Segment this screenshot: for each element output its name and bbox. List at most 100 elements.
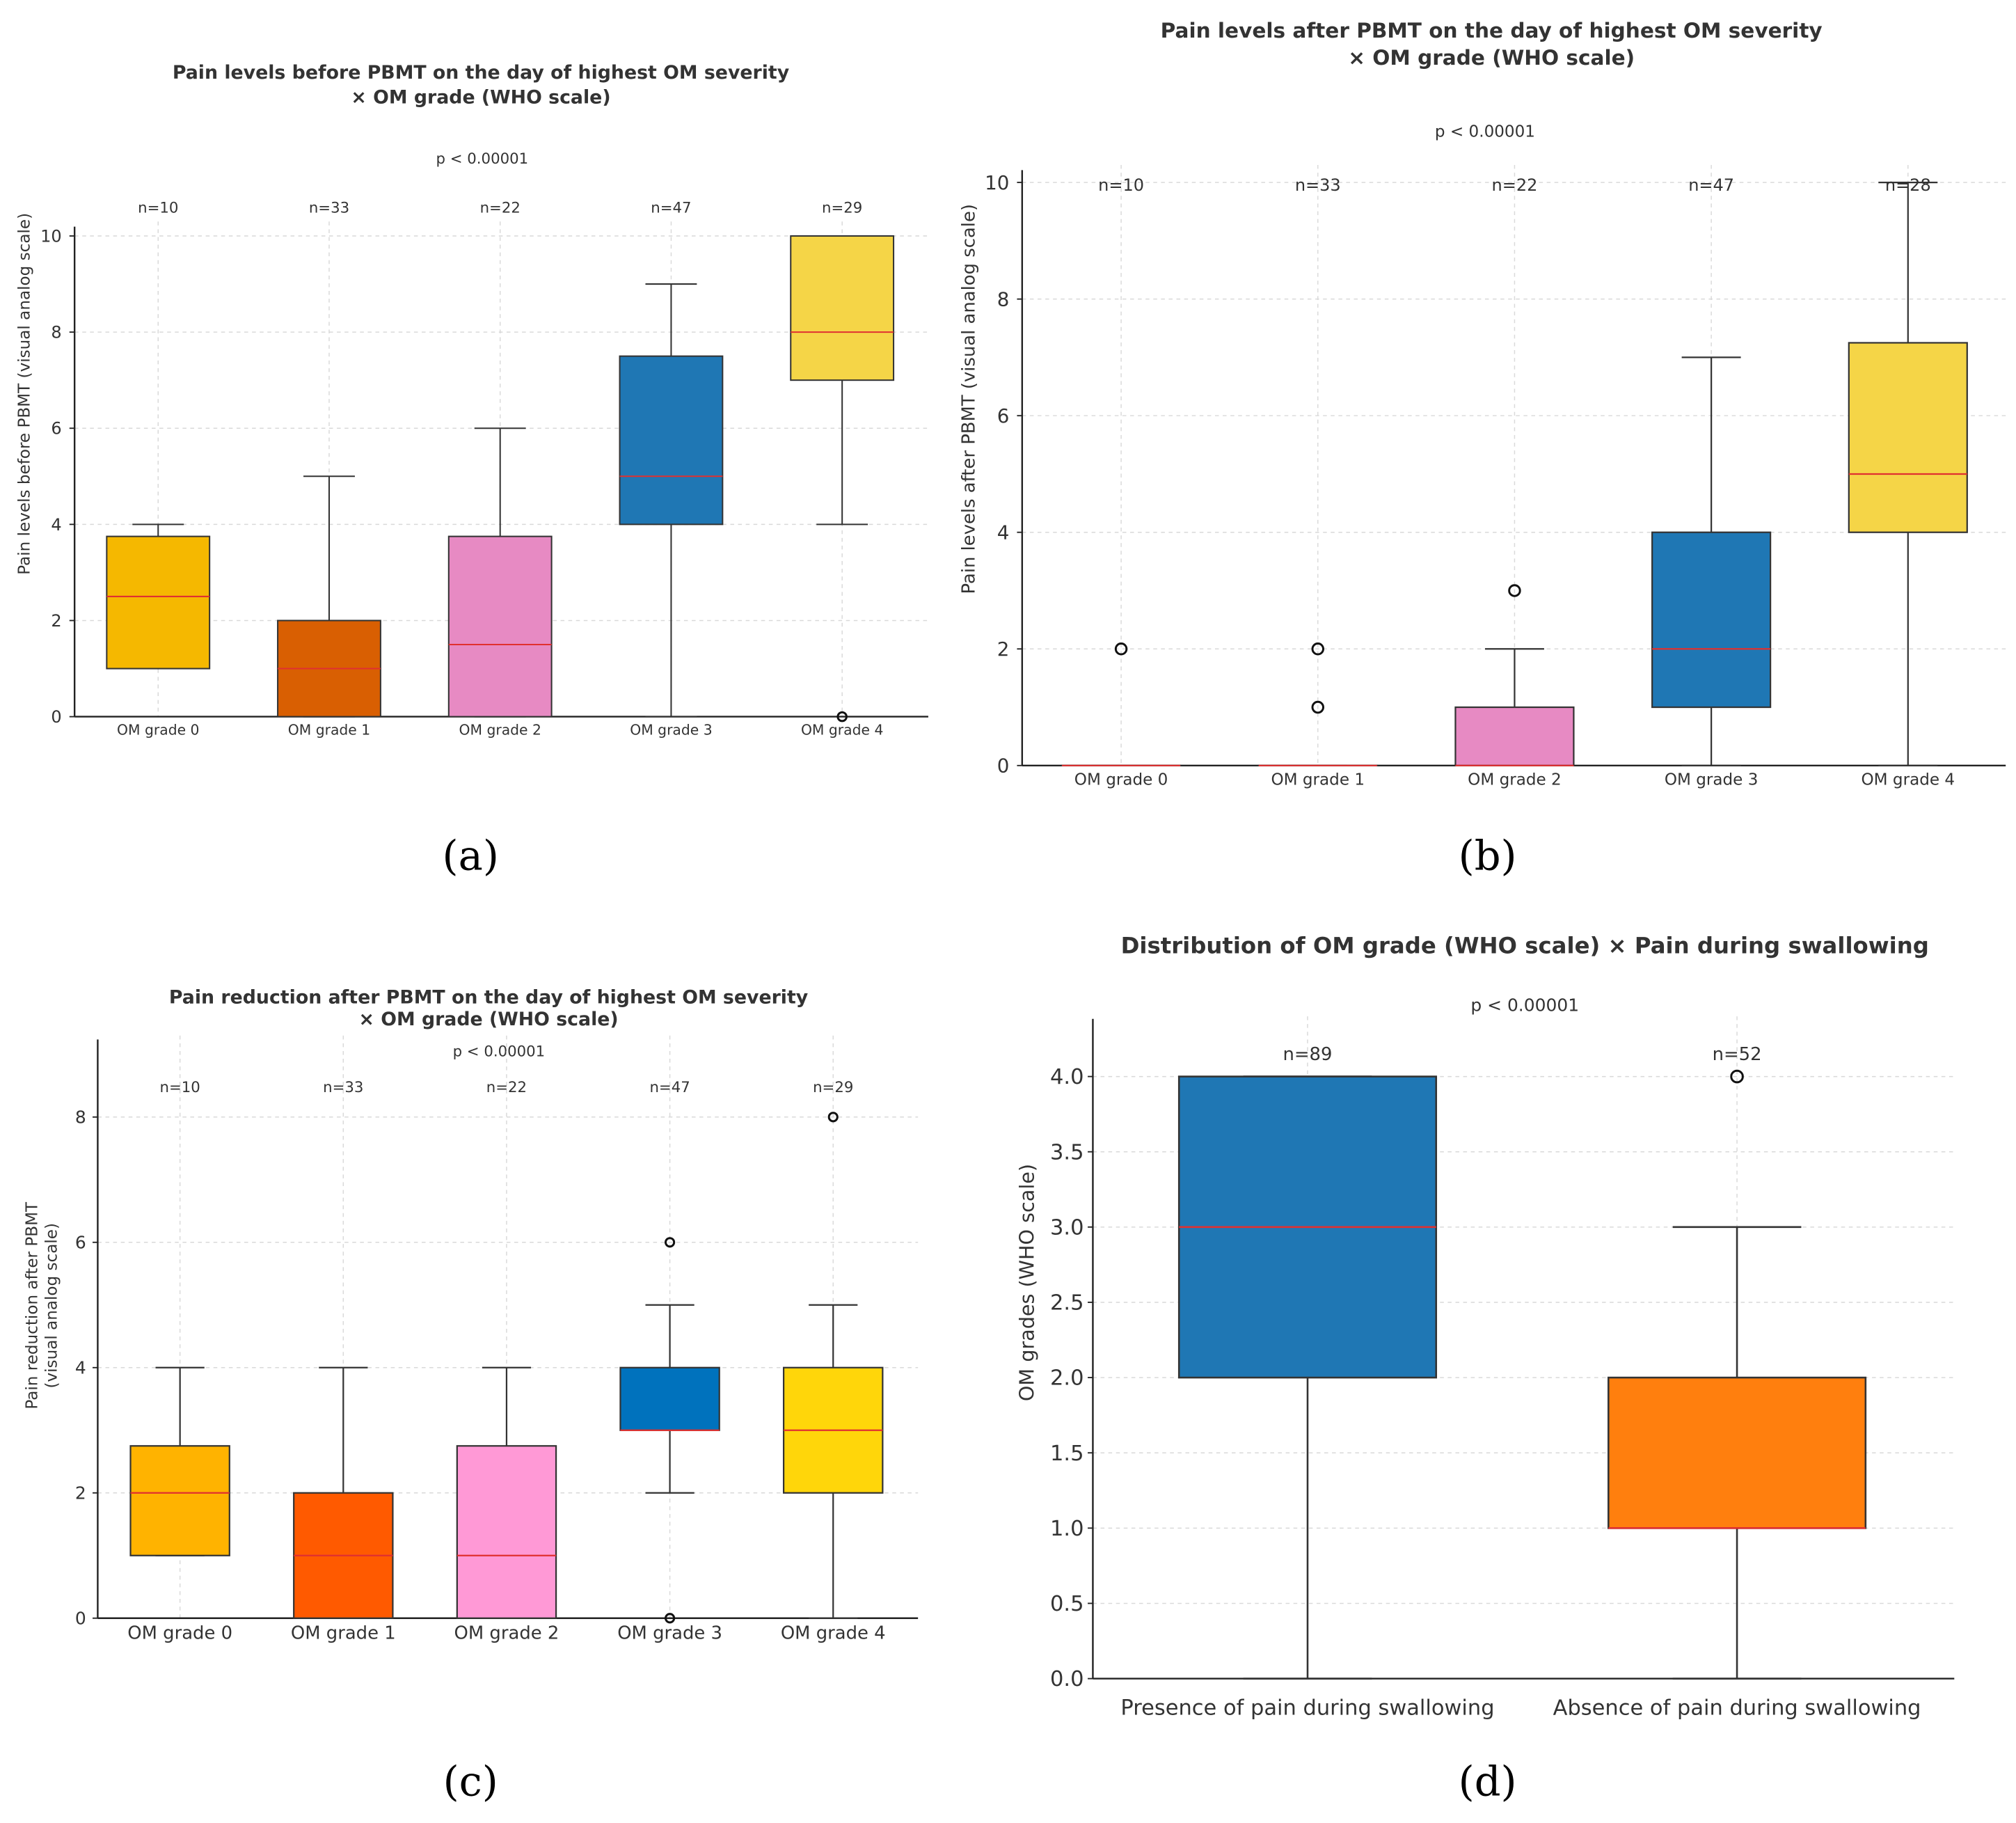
panel-c-n-label-1: n=33 [323, 1079, 363, 1096]
panel-b-ytick-label-0: 0 [997, 754, 1010, 777]
panel-b-box-group-0 [1061, 642, 1182, 766]
panel-b-box-group-3 [1651, 356, 1772, 766]
panel-d-ytick-label-6: 3.0 [1050, 1215, 1084, 1240]
panel-d-ytick-label-0: 0.0 [1050, 1667, 1084, 1691]
panel-c-n-label-0: n=10 [160, 1079, 200, 1096]
panel-b-category-label-1: OM grade 1 [1271, 771, 1365, 789]
panel-c-box-group-1 [293, 1366, 394, 1619]
panel-a-ylabel: Pain levels before PBMT (visual analog s… [15, 213, 33, 575]
panel-b-box-4 [1848, 342, 1968, 533]
panel-c-ylabel-line1: Pain reduction after PBMT [24, 1201, 42, 1410]
panel-d: Distribution of OM grade (WHO scale) × P… [1015, 933, 1955, 1806]
panel-c-box-3 [619, 1366, 720, 1431]
panel-a-n-label-1: n=33 [309, 199, 349, 216]
panel-c-title-line1: Pain reduction after PBMT on the day of … [169, 987, 808, 1009]
panel-c-outlier-3-0 [665, 1613, 676, 1624]
panel-a-box-group-0 [106, 523, 211, 670]
panel-a-title-line1: Pain levels before PBMT on the day of hi… [173, 62, 789, 84]
panel-b-outlier-2-0 [1508, 584, 1521, 597]
panel-c-label: (c) [443, 1758, 498, 1806]
panel-b-title-line1: Pain levels after PBMT on the day of hig… [1161, 19, 1823, 42]
panel-a-outlier-4-0 [836, 711, 848, 723]
panel-d-label: (d) [1459, 1758, 1517, 1806]
panel-d-category-label-1: Absence of pain during swallowing [1553, 1696, 1921, 1720]
panel-c-box-group-4 [782, 1112, 884, 1619]
panel-b-ytick-label-4: 8 [997, 287, 1010, 310]
panel-b-label: (b) [1459, 831, 1517, 879]
panel-a-ytick-label-5: 10 [40, 226, 62, 246]
panel-a-box-group-4 [790, 235, 895, 723]
panel-a: Pain levels before PBMT on the day of hi… [15, 62, 928, 879]
panel-a-ytick-label-3: 6 [51, 419, 61, 439]
panel-d-box-1 [1608, 1376, 1867, 1529]
panel-a-n-label-4: n=29 [822, 199, 862, 216]
panel-b-outlier-0-0 [1114, 642, 1128, 656]
panel-c-box-group-3 [619, 1237, 720, 1624]
panel-a-plot: 0 2 4 6 8 10 OM grade 0 n=10 OM grade 1 n=33 OM gr… [40, 199, 928, 738]
panel-a-ytick-label-1: 2 [51, 611, 61, 631]
panel-b-n-label-4: n=28 [1885, 175, 1931, 195]
panel-a-label: (a) [443, 831, 499, 879]
panel-b-ytick-label-2: 4 [997, 521, 1010, 544]
panel-a-pvalue: p < 0.00001 [436, 150, 529, 168]
panel-c-n-label-4: n=29 [813, 1079, 853, 1096]
panel-d-box-group-1 [1608, 1069, 1867, 1680]
panel-c-ytick-label-2: 4 [75, 1357, 86, 1378]
panel-d-ytick-label-3: 1.5 [1050, 1442, 1084, 1466]
panel-c-ytick-label-1: 2 [75, 1483, 86, 1503]
panel-b-box-3 [1651, 531, 1772, 709]
panel-c-n-label-2: n=22 [486, 1079, 527, 1096]
panel-c-outlier-4-0 [827, 1112, 839, 1123]
panel-c-box-group-2 [456, 1366, 557, 1619]
panel-b-box-group-2 [1454, 584, 1575, 766]
panel-d-plot: 0.0 0.5 1.0 1.5 2.0 2.5 3.0 3.5 4.0 Presence of p… [1050, 1016, 1955, 1720]
panel-c-box-0 [129, 1445, 230, 1556]
panel-c-category-label-4: OM grade 4 [781, 1623, 886, 1643]
panel-b-title-line2: × OM grade (WHO scale) [1348, 46, 1635, 70]
panel-c-ytick-label-0: 0 [75, 1608, 86, 1628]
panel-b: Pain levels after PBMT on the day of hig… [958, 19, 2006, 879]
panel-a-category-label-3: OM grade 3 [630, 721, 712, 738]
panel-c-n-label-3: n=47 [649, 1079, 690, 1096]
panel-a-n-label-3: n=47 [651, 199, 691, 216]
panel-b-outlier-1-1 [1311, 642, 1325, 656]
panel-c-category-label-1: OM grade 1 [291, 1623, 396, 1643]
panel-a-box-2 [447, 535, 553, 718]
panel-b-pvalue: p < 0.00001 [1435, 123, 1535, 141]
panel-b-plot: 0 2 4 6 8 10 OM grade 0 n=10 OM grade 1 n=33 OM gr… [985, 164, 2006, 789]
panel-b-ytick-label-1: 2 [997, 638, 1010, 661]
panel-c-title-line2: × OM grade (WHO scale) [359, 1009, 619, 1030]
panel-c-category-label-3: OM grade 3 [617, 1623, 722, 1643]
panel-b-box-group-1 [1257, 642, 1378, 766]
panel-d-outlier-1-0 [1730, 1069, 1744, 1084]
panel-a-category-label-2: OM grade 2 [459, 721, 541, 738]
panel-a-ytick-label-0: 0 [51, 707, 61, 727]
panel-a-box-0 [106, 535, 211, 670]
panel-c-category-label-2: OM grade 2 [454, 1623, 559, 1643]
panel-b-ytick-label-5: 10 [985, 171, 1009, 194]
panel-a-box-4 [790, 235, 895, 381]
panel-d-ytick-label-7: 3.5 [1050, 1140, 1084, 1165]
panel-b-category-label-0: OM grade 0 [1074, 771, 1168, 789]
panel-a-box-group-2 [447, 427, 553, 718]
panel-a-box-3 [619, 355, 724, 526]
panel-c-ylabel-line2: (visual analog scale) [42, 1223, 61, 1389]
panel-b-box-group-4 [1848, 182, 1968, 766]
panel-b-ylabel: Pain levels after PBMT (visual analog sc… [958, 204, 979, 594]
panel-b-outlier-1-0 [1311, 700, 1325, 714]
panel-a-n-label-2: n=22 [480, 199, 521, 216]
panel-b-n-label-2: n=22 [1492, 175, 1538, 195]
panel-a-n-label-0: n=10 [138, 199, 178, 216]
panel-b-n-label-1: n=33 [1295, 175, 1341, 195]
panel-c-pvalue: p < 0.00001 [453, 1043, 546, 1060]
panel-d-category-label-0: Presence of pain during swallowing [1120, 1696, 1494, 1720]
panel-c-box-group-0 [129, 1366, 230, 1556]
panel-b-box-2 [1454, 706, 1575, 766]
panel-c-ytick-label-4: 8 [75, 1107, 86, 1128]
panel-a-category-label-0: OM grade 0 [117, 721, 199, 738]
panel-d-n-label-0: n=89 [1283, 1044, 1333, 1065]
panel-a-category-label-4: OM grade 4 [801, 721, 883, 738]
panel-a-title-line2: × OM grade (WHO scale) [351, 86, 610, 108]
panel-a-box-group-3 [619, 283, 724, 718]
